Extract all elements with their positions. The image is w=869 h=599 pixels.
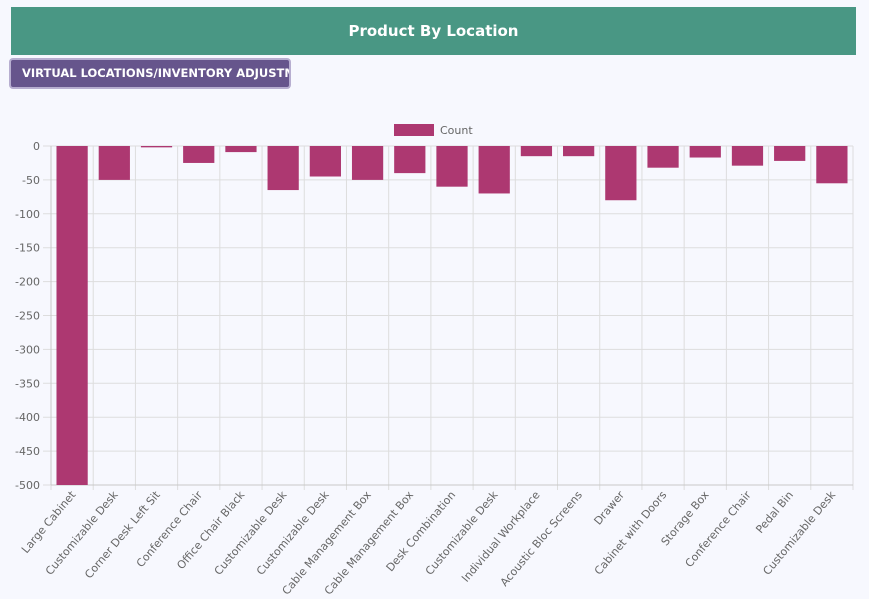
y-tick-label: -500 — [15, 479, 40, 492]
bar — [774, 146, 806, 161]
y-tick-label: -150 — [15, 242, 40, 255]
y-tick-label: -350 — [15, 377, 40, 390]
legend-swatch — [394, 124, 434, 136]
bar — [394, 146, 426, 174]
x-tick-label: Cabinet with Doors — [592, 488, 670, 577]
bar — [351, 146, 384, 180]
x-tick-label: Acoustic Bloc Screens — [498, 488, 585, 589]
bar — [225, 146, 257, 153]
bar — [520, 146, 553, 157]
bar — [56, 146, 88, 485]
legend-label: Count — [440, 124, 473, 137]
bar — [183, 146, 215, 163]
page-title: Product By Location — [11, 7, 856, 55]
y-tick-label: -450 — [15, 445, 40, 458]
bar — [309, 146, 341, 177]
bar — [267, 146, 299, 191]
y-tick-label: -250 — [15, 310, 40, 323]
x-tick-label: Customizable Desk — [43, 488, 121, 578]
bar — [816, 146, 848, 184]
y-tick-label: -100 — [15, 208, 40, 221]
bar — [98, 146, 130, 180]
x-tick-label: Customizable Desk — [212, 488, 290, 578]
bar — [563, 146, 595, 157]
bar — [689, 146, 721, 158]
page-title-text: Product By Location — [348, 22, 519, 40]
location-button[interactable]: VIRTUAL LOCATIONS/INVENTORY ADJUSTMENT — [9, 58, 291, 89]
bar — [731, 146, 764, 166]
y-tick-label: -200 — [15, 276, 40, 289]
location-button-label: VIRTUAL LOCATIONS/INVENTORY ADJUSTMENT — [22, 66, 289, 80]
y-tick-label: -300 — [15, 343, 40, 356]
x-tick-label: Individual Workplace — [459, 488, 543, 584]
x-tick-label: Customizable Desk — [423, 488, 501, 578]
bar — [478, 146, 510, 194]
bar — [647, 146, 679, 168]
x-tick-label: Customizable Desk — [254, 488, 332, 578]
x-tick-label: Drawer — [591, 488, 627, 527]
y-tick-label: -400 — [15, 411, 40, 424]
bar — [436, 146, 468, 187]
y-tick-label: -50 — [22, 174, 40, 187]
bar — [605, 146, 637, 201]
x-tick-label: Customizable Desk — [761, 488, 839, 578]
y-tick-label: 0 — [33, 140, 40, 153]
bar — [140, 146, 173, 148]
x-tick-label: Pedal Bin — [753, 489, 796, 536]
x-tick-label: Corner Desk Left Sit — [82, 488, 163, 581]
